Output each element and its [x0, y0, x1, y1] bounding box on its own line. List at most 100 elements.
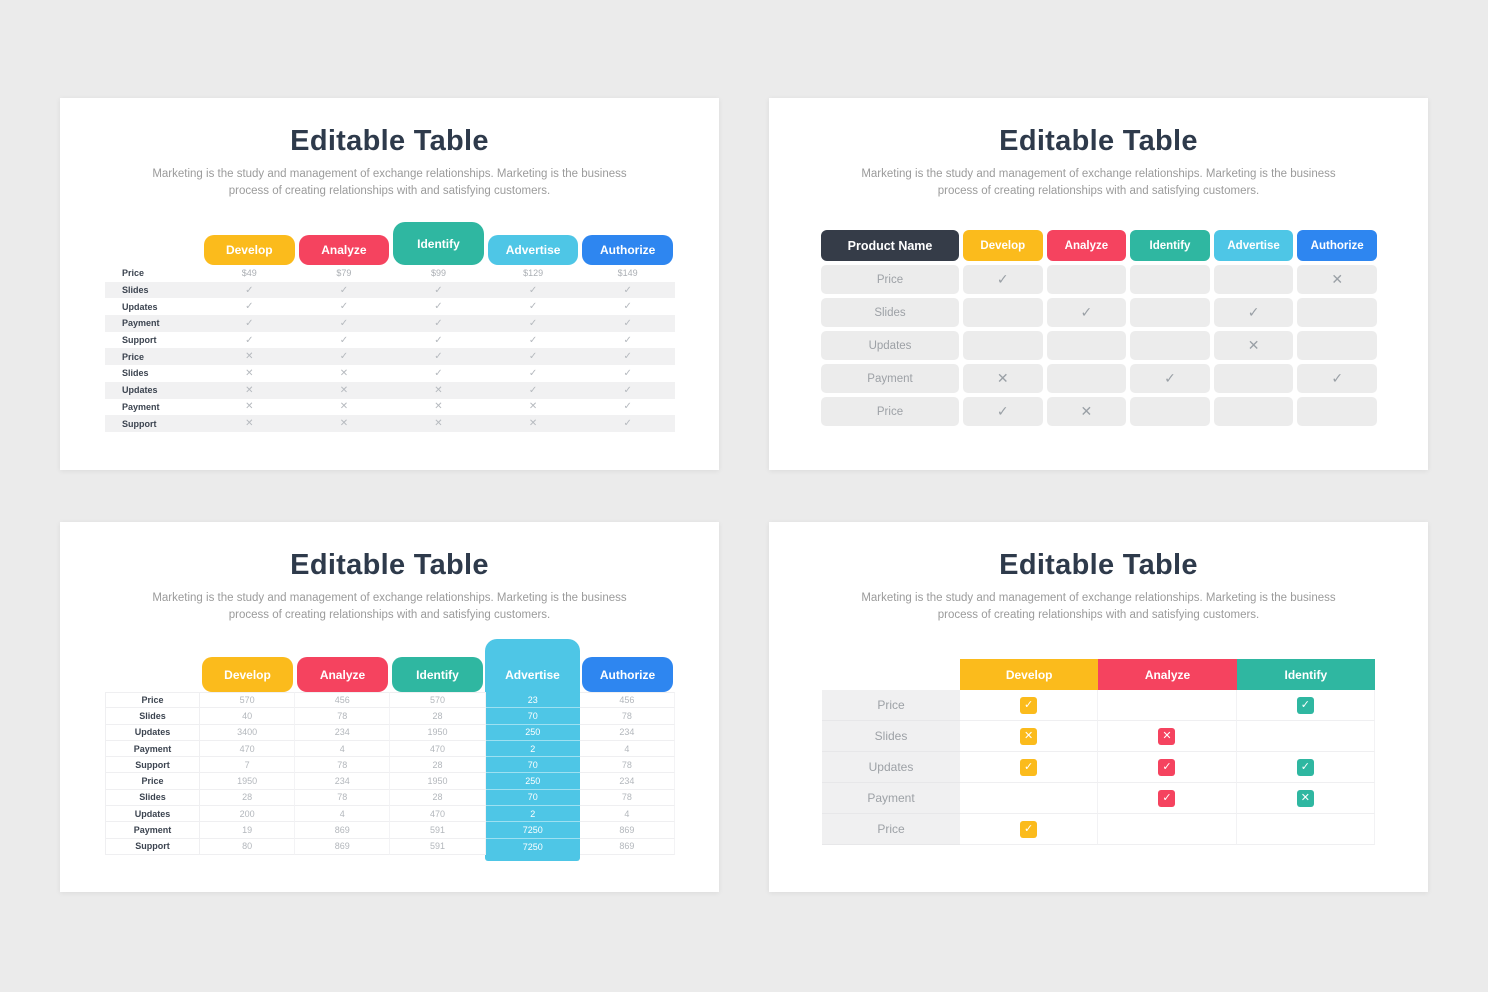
value-cell: 869 — [295, 838, 391, 855]
value-cell: 7250 — [485, 822, 580, 839]
tab-analyze: Analyze — [1046, 230, 1127, 261]
x-icon: ✕ — [434, 401, 443, 413]
value-cell: ✓ — [486, 301, 581, 312]
check-icon: ✓ — [339, 317, 349, 329]
x-icon: ✕ — [434, 384, 443, 396]
row-label: Payment — [122, 318, 160, 329]
page-title: Editable Table — [290, 549, 489, 581]
value-cell: ✓ — [202, 285, 297, 296]
value-cell: ✓ — [580, 368, 675, 379]
value-cell: ✓ — [1236, 690, 1375, 721]
value-cell — [1098, 814, 1237, 845]
value-cell: ✓ — [580, 418, 675, 429]
value-cell: 7250 — [522, 841, 543, 852]
table-row: Price 570 456 570 23 456 — [105, 692, 676, 709]
x-icon: ✕ — [245, 351, 254, 363]
value-cell: ✓ — [1098, 752, 1237, 783]
value-cell: 869 — [579, 822, 676, 839]
value-cell: ✓ — [580, 301, 675, 312]
panel-header: Editable Table Marketing is the study an… — [769, 522, 1428, 623]
value-cell: ✕ — [1236, 783, 1375, 814]
tab-advertise: Advertise — [1213, 230, 1294, 261]
table-row: Slides 28 78 28 70 78 — [105, 789, 676, 807]
value-cell: ✕ — [963, 364, 1043, 393]
value-cell: 4 — [579, 740, 676, 758]
value-cell: 1950 — [390, 773, 486, 790]
checkbox-x-icon: ✕ — [1296, 789, 1314, 807]
value-cell — [1236, 814, 1375, 845]
x-icon: ✕ — [339, 418, 349, 430]
value-cell: ✓ — [297, 318, 392, 329]
value-cell: ✕ — [297, 368, 392, 379]
value-cell: ✓ — [580, 318, 675, 329]
check-icon: ✓ — [245, 317, 254, 329]
value-cell: 28 — [390, 757, 486, 774]
value-cell — [960, 783, 1099, 814]
value-cell: 70 — [485, 708, 580, 725]
x-icon: ✕ — [1331, 271, 1344, 287]
table-row: Payment ✓ ✓ ✓ ✓ ✓ — [105, 315, 675, 332]
checkbox-check-icon: ✓ — [1296, 696, 1314, 714]
table-row: Slides 40 78 28 70 78 — [105, 708, 676, 725]
value-cell: ✓ — [486, 335, 581, 346]
row-label: Support — [105, 838, 200, 855]
value-cell: 28 — [200, 789, 296, 807]
value-cell: ✓ — [202, 318, 297, 329]
value-cell: ✕ — [1213, 331, 1294, 360]
table-row: Updates 200 4 470 2 4 — [105, 806, 676, 823]
check-icon: ✓ — [245, 284, 254, 296]
check-icon: ✓ — [434, 351, 443, 363]
check-icon: ✓ — [996, 271, 1009, 287]
value-cell: 78 — [579, 789, 676, 807]
table-row: Support 7 78 28 70 78 — [105, 757, 676, 774]
value-cell — [1213, 364, 1294, 393]
tab-develop: Develop — [202, 657, 293, 692]
checkbox-check-icon: ✓ — [1158, 789, 1176, 807]
check-icon: ✓ — [1247, 304, 1260, 320]
value-cell: 78 — [295, 708, 391, 725]
value-cell: 570 — [200, 692, 296, 709]
value-cell: ✓ — [391, 301, 486, 312]
panel-bottom-left: Editable Table Marketing is the study an… — [60, 522, 719, 892]
value-cell: ✓ — [960, 752, 1099, 783]
value-cell: ✓ — [297, 351, 392, 362]
row-label: Price — [822, 814, 960, 845]
value-cell — [963, 298, 1043, 327]
table-row: Payment ✓ ✕ — [822, 783, 1375, 814]
value-cell: 78 — [579, 757, 676, 774]
value-cell: $49 — [241, 268, 257, 279]
check-icon: ✓ — [623, 401, 632, 413]
tab-advertise: Advertise — [487, 235, 579, 265]
check-icon: ✓ — [996, 403, 1009, 419]
value-cell: 19 — [200, 822, 296, 839]
check-icon: ✓ — [528, 384, 538, 396]
checkbox-check-icon: ✓ — [1020, 820, 1038, 838]
checkbox-check-icon: ✓ — [1020, 758, 1038, 776]
check-icon: ✓ — [528, 284, 538, 296]
x-icon: ✕ — [245, 418, 254, 430]
page-title: Editable Table — [999, 549, 1198, 581]
table-row: Updates ✕ ✕ ✕ ✓ ✓ — [105, 381, 675, 399]
value-cell: ✕ — [391, 385, 486, 396]
value-cell: ✓ — [580, 335, 675, 346]
check-icon: ✓ — [528, 301, 538, 313]
page-subtitle: Marketing is the study and management of… — [861, 168, 1336, 197]
value-cell: ✕ — [297, 401, 392, 412]
tab-develop: Develop — [204, 235, 295, 265]
table-bottom-right: Develop Analyze Identify Price ✓ ✓ Slides ✕ ✕ Upd… — [822, 659, 1375, 845]
panel-top-right: Editable Table Marketing is the study an… — [769, 98, 1428, 470]
value-cell: 456 — [579, 692, 676, 709]
row-label: Payment — [822, 783, 960, 814]
row-label: Slides — [122, 285, 149, 296]
row-label: Updates — [822, 752, 960, 783]
table-row: Price ✓ ✓ — [822, 690, 1375, 721]
value-cell: ✓ — [1213, 298, 1294, 327]
page-title: Editable Table — [999, 125, 1198, 157]
row-label: Slides — [105, 708, 200, 725]
value-cell: 570 — [390, 692, 486, 709]
row-label: Updates — [105, 724, 200, 741]
x-icon: ✕ — [245, 384, 254, 396]
check-icon: ✓ — [623, 317, 632, 329]
panel-header: Editable Table Marketing is the study an… — [60, 98, 719, 199]
tab-identify: Identify — [393, 222, 484, 265]
